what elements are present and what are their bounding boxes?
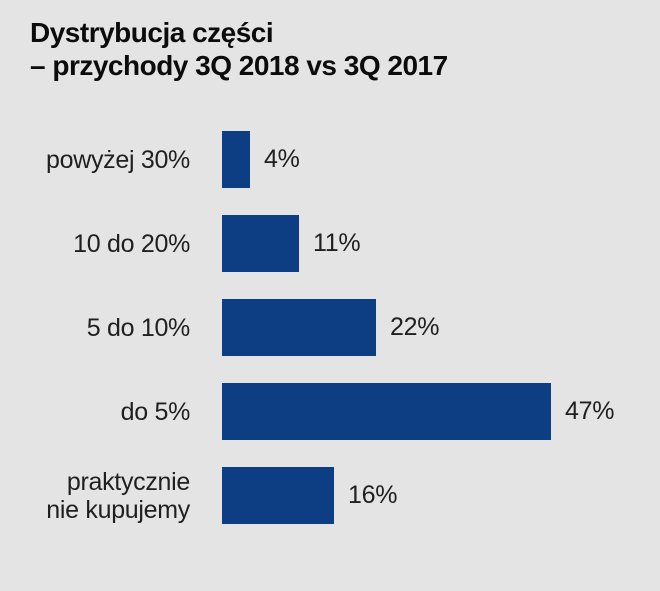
- chart-title-line-1: Dystrybucja części: [30, 17, 274, 48]
- chart-row: 5 do 10% 22%: [0, 299, 660, 356]
- bar-track: 16%: [222, 467, 660, 524]
- chart-row: do 5% 47%: [0, 383, 660, 440]
- value-label: 4%: [264, 145, 300, 173]
- category-label-line: do 5%: [120, 397, 191, 426]
- bar-track: 22%: [222, 299, 660, 356]
- bar-track: 4%: [222, 131, 660, 188]
- category-label-line: 5 do 10%: [86, 313, 191, 342]
- value-label: 11%: [313, 229, 361, 257]
- chart-rows: powyżej 30% 4% 10 do 20% 11% 5 do 10% 22% do 5…: [0, 131, 660, 551]
- bar: [222, 299, 376, 356]
- category-label: 10 do 20%: [0, 230, 190, 258]
- category-label: powyżej 30%: [0, 146, 190, 174]
- category-label: do 5%: [0, 397, 191, 426]
- category-label-line: praktycznie: [66, 467, 190, 496]
- bar: [222, 383, 551, 440]
- chart-row: 10 do 20% 11%: [0, 215, 660, 272]
- category-label-line: nie kupujemy: [46, 495, 190, 524]
- value-label: 47%: [565, 397, 615, 425]
- bar-track: 47%: [222, 383, 660, 440]
- chart-title-line-2: – przychody 3Q 2018 vs 3Q 2017: [30, 50, 448, 81]
- chart-row: praktycznie nie kupujemy 16%: [0, 467, 660, 524]
- chart-row: powyżej 30% 4%: [0, 131, 660, 188]
- chart-title: Dystrybucja części – przychody 3Q 2018 v…: [30, 16, 448, 82]
- bar-track: 11%: [222, 215, 660, 272]
- category-label: praktycznie nie kupujemy: [0, 468, 190, 524]
- category-label-line: 10 do 20%: [73, 229, 190, 258]
- category-label-line: powyżej 30%: [45, 145, 190, 174]
- bar: [222, 215, 299, 272]
- category-label: 5 do 10%: [0, 313, 191, 342]
- bar: [222, 467, 334, 524]
- value-label: 16%: [348, 481, 398, 509]
- value-label: 22%: [390, 313, 440, 341]
- bar: [222, 131, 250, 188]
